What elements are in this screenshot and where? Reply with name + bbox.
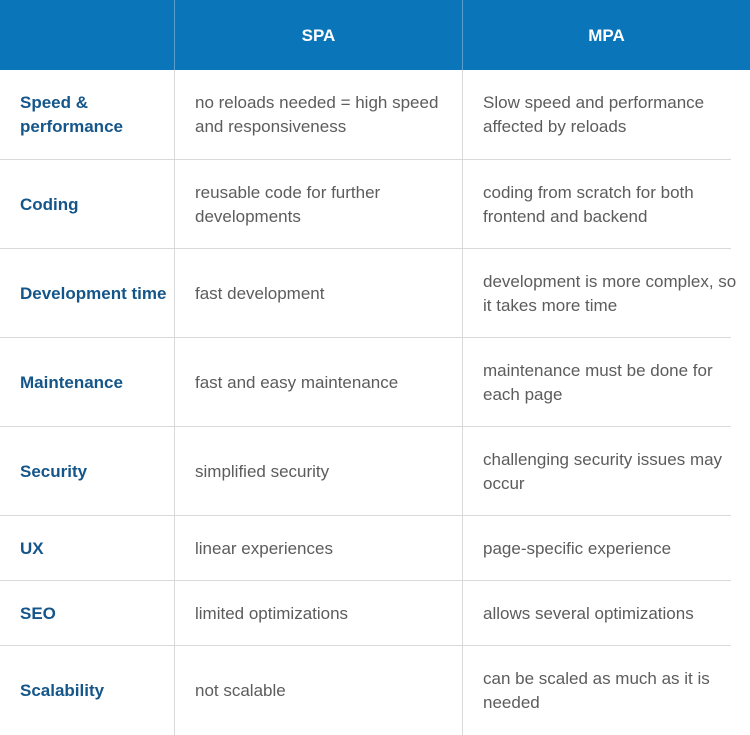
spa-cell: reusable code for further developments <box>195 182 381 226</box>
table-row: Scalability not scalable can be scaled a… <box>0 646 750 735</box>
spa-cell: not scalable <box>195 680 286 700</box>
table-row: Security simplified security challenging… <box>0 427 750 516</box>
mpa-cell: allows several optimizations <box>483 603 694 623</box>
row-divider <box>0 426 463 427</box>
row-divider <box>463 426 731 427</box>
feature-label: Coding <box>20 194 79 214</box>
feature-label: SEO <box>20 603 56 623</box>
spa-cell: limited optimizations <box>195 603 349 623</box>
mpa-cell: Slow speed and performance affected by r… <box>483 93 705 136</box>
row-divider <box>463 159 731 160</box>
mpa-cell: can be scaled as much as it is needed <box>483 668 710 712</box>
mpa-cell: development is more complex, so it takes… <box>483 271 737 315</box>
spa-cell: simplified security <box>195 461 330 481</box>
row-divider <box>463 248 731 249</box>
row-divider <box>463 337 731 338</box>
table-row: Coding reusable code for further develop… <box>0 160 750 249</box>
row-divider <box>0 515 463 516</box>
feature-label: Development time <box>20 283 167 303</box>
table-row: Speed & performance no reloads needed = … <box>0 70 750 160</box>
column-divider <box>462 70 463 735</box>
row-divider <box>0 159 463 160</box>
mpa-cell: challenging security issues may occur <box>483 449 723 493</box>
table-row: Maintenance fast and easy maintenance ma… <box>0 338 750 427</box>
row-divider <box>0 645 463 646</box>
row-divider <box>463 645 731 646</box>
spa-cell: no reloads needed = high speed and respo… <box>195 93 439 136</box>
table-header: SPA MPA <box>0 0 750 70</box>
mpa-cell: page-specific experience <box>483 538 672 558</box>
table-row: Development time fast development develo… <box>0 249 750 338</box>
row-divider <box>463 515 731 516</box>
column-header-mpa: MPA <box>588 26 625 45</box>
column-divider <box>174 70 175 735</box>
feature-label: UX <box>20 538 44 558</box>
row-divider <box>0 248 463 249</box>
feature-label: Speed & performance <box>20 93 123 136</box>
mpa-cell: coding from scratch for both frontend an… <box>483 182 694 226</box>
spa-cell: linear experiences <box>195 538 333 558</box>
mpa-cell: maintenance must be done for each page <box>483 360 713 404</box>
row-divider <box>0 580 463 581</box>
row-divider <box>463 580 731 581</box>
spa-cell: fast and easy maintenance <box>195 372 399 392</box>
table-row: SEO limited optimizations allows several… <box>0 581 750 646</box>
row-divider <box>0 337 463 338</box>
feature-label: Security <box>20 461 88 481</box>
spa-cell: fast development <box>195 283 325 303</box>
feature-label: Maintenance <box>20 372 123 392</box>
feature-label: Scalability <box>20 680 105 700</box>
table-row: UX linear experiences page-specific expe… <box>0 516 750 581</box>
header-divider <box>174 0 175 70</box>
column-header-spa: SPA <box>301 26 336 45</box>
header-divider <box>462 0 463 70</box>
